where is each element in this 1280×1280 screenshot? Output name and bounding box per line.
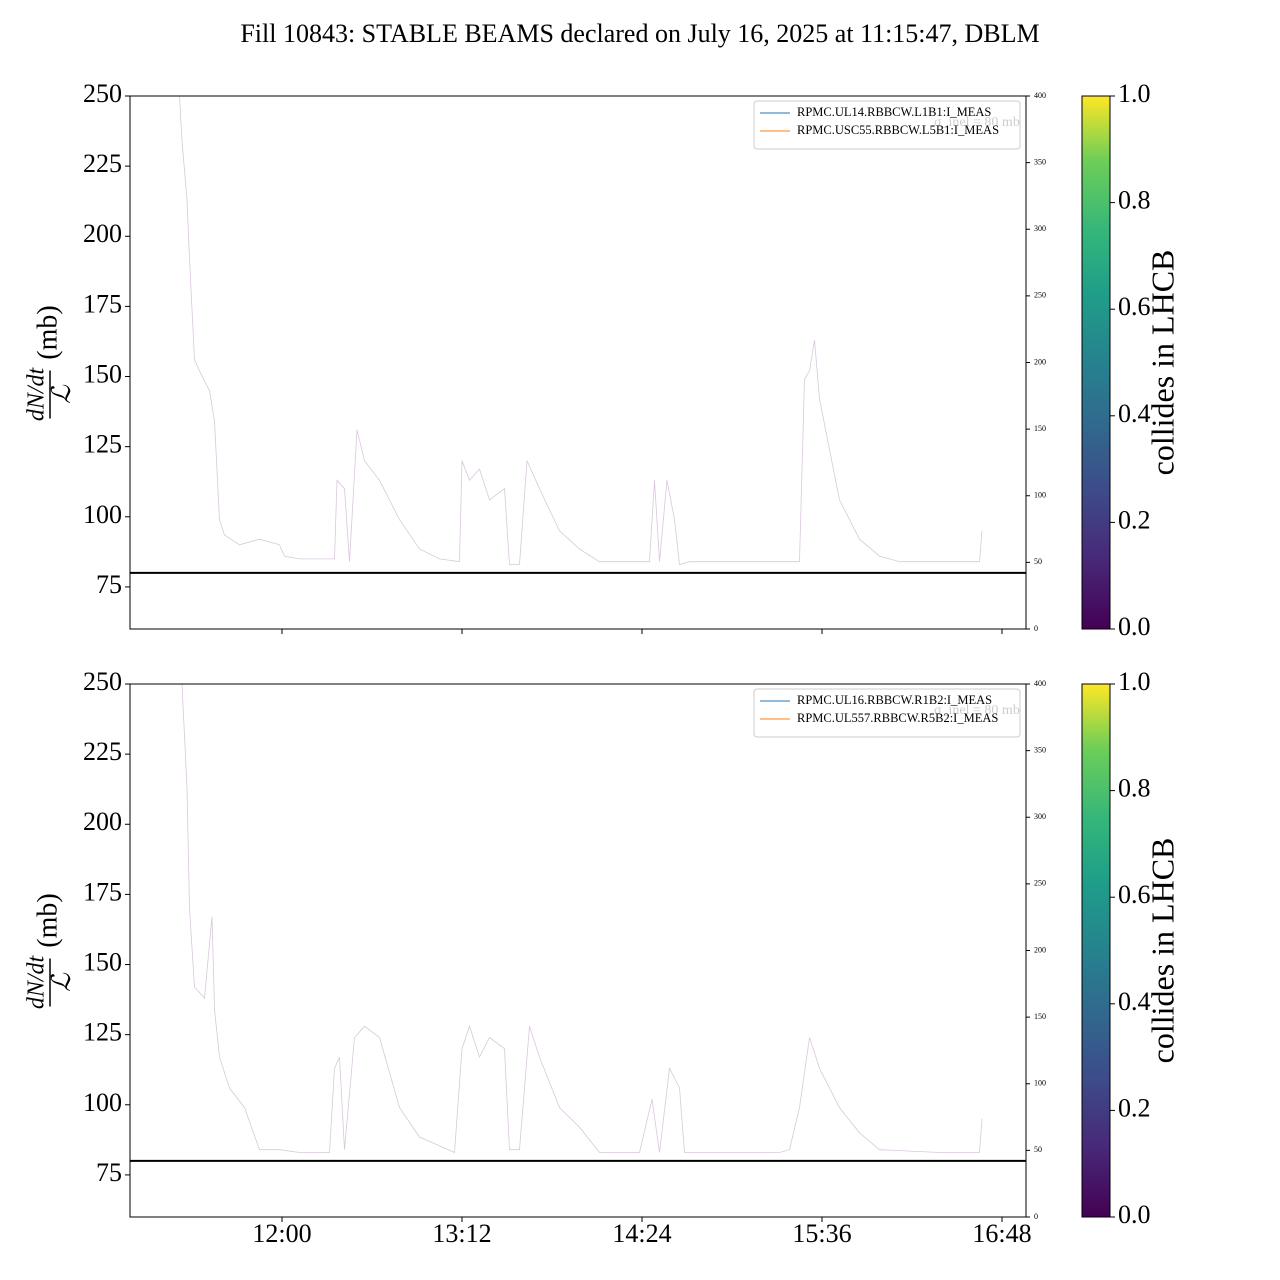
colorbar-tick-label: 0.0 xyxy=(1118,1200,1151,1229)
y2-tick-label: 350 xyxy=(1034,745,1046,754)
y2-tick-label: 400 xyxy=(1034,679,1046,688)
x-tick-label: 15:36 xyxy=(792,1219,851,1248)
colorbar-tick-label: 0.2 xyxy=(1118,505,1151,534)
y2-tick-label: 250 xyxy=(1034,291,1046,300)
y-tick-label: 200 xyxy=(83,807,122,836)
colorbar-tick-label: 0.8 xyxy=(1118,774,1151,803)
y-label-unit: (mb) xyxy=(32,305,63,359)
legend-label: RPMC.UL14.RBBCW.L1B1:I_MEAS xyxy=(797,105,991,119)
y-tick-label: 150 xyxy=(83,359,122,388)
y-tick-label: 75 xyxy=(96,570,122,599)
y2-tick-label: 200 xyxy=(1034,357,1046,366)
colorbar-tick-label: 0.2 xyxy=(1118,1093,1151,1122)
y2-tick-label: 200 xyxy=(1034,945,1046,954)
legend-box xyxy=(753,100,1021,150)
y-tick-label: 125 xyxy=(83,1018,122,1047)
colorbar-tick-label: 0.6 xyxy=(1118,880,1151,909)
y-tick-label: 225 xyxy=(83,737,122,766)
y2-tick-label: 350 xyxy=(1034,157,1046,166)
legend-box xyxy=(753,688,1021,738)
colorbar-tick-label: 1.0 xyxy=(1118,79,1151,108)
x-tick-label: 13:12 xyxy=(432,1219,491,1248)
colorbar-tick-label: 0.6 xyxy=(1118,292,1151,321)
y-tick-label: 175 xyxy=(83,877,122,906)
colorbar-label: collides in LHCB xyxy=(1144,250,1180,476)
y-label-denominator: ℒ xyxy=(47,972,76,992)
y-axis-label: dN/dtℒ (mb) xyxy=(24,893,76,1009)
y2-tick-label: 50 xyxy=(1034,557,1042,566)
y2-tick-label: 100 xyxy=(1034,1079,1046,1088)
y-axis-label: dN/dtℒ (mb) xyxy=(24,305,76,421)
y-tick-label: 250 xyxy=(83,667,122,696)
colorbar-tick-label: 1.0 xyxy=(1118,667,1151,696)
y2-tick-label: 50 xyxy=(1034,1145,1042,1154)
y-tick-label: 150 xyxy=(83,947,122,976)
y2-tick-label: 300 xyxy=(1034,224,1046,233)
colorbar-tick-label: 0.8 xyxy=(1118,186,1151,215)
y-tick-label: 175 xyxy=(83,289,122,318)
y-tick-label: 250 xyxy=(83,79,122,108)
y-tick-label: 125 xyxy=(83,430,122,459)
x-tick-label: 14:24 xyxy=(612,1219,671,1248)
colorbar-label: collides in LHCB xyxy=(1144,838,1180,1064)
y2-tick-label: 100 xyxy=(1034,491,1046,500)
y-label-denominator: ℒ xyxy=(47,384,76,404)
data-line xyxy=(179,95,983,566)
y2-tick-label: 0 xyxy=(1034,1212,1038,1221)
colorbar-tick-label: 0.4 xyxy=(1118,399,1151,428)
y2-tick-label: 150 xyxy=(1034,1012,1046,1021)
data-line xyxy=(181,683,983,1154)
y-tick-label: 225 xyxy=(83,149,122,178)
y-tick-label: 100 xyxy=(83,1088,122,1117)
legend-label: RPMC.UL16.RBBCW.R1B2:I_MEAS xyxy=(797,693,992,707)
y-label-numerator: dN/dt xyxy=(24,954,50,1009)
legend-label: RPMC.USC55.RBBCW.L5B1:I_MEAS xyxy=(797,123,999,137)
y-label-numerator: dN/dt xyxy=(24,366,50,421)
y2-tick-label: 400 xyxy=(1034,91,1046,100)
y2-tick-label: 300 xyxy=(1034,812,1046,821)
x-tick-label: 16:48 xyxy=(972,1219,1031,1248)
y2-tick-label: 0 xyxy=(1034,624,1038,633)
x-tick-label: 12:00 xyxy=(252,1219,311,1248)
y-tick-label: 100 xyxy=(83,500,122,529)
y-tick-label: 200 xyxy=(83,219,122,248)
colorbar-tick-label: 0.0 xyxy=(1118,612,1151,641)
colorbar-tick-label: 0.4 xyxy=(1118,987,1151,1016)
colorbar xyxy=(1081,683,1111,1218)
y-label-unit: (mb) xyxy=(32,893,63,947)
y-tick-label: 75 xyxy=(96,1158,122,1187)
figure-title: Fill 10843: STABLE BEAMS declared on Jul… xyxy=(240,19,1039,48)
y2-tick-label: 250 xyxy=(1034,879,1046,888)
colorbar xyxy=(1081,95,1111,630)
legend-label: RPMC.UL557.RBBCW.R5B2:I_MEAS xyxy=(797,711,998,725)
y2-tick-label: 150 xyxy=(1034,424,1046,433)
